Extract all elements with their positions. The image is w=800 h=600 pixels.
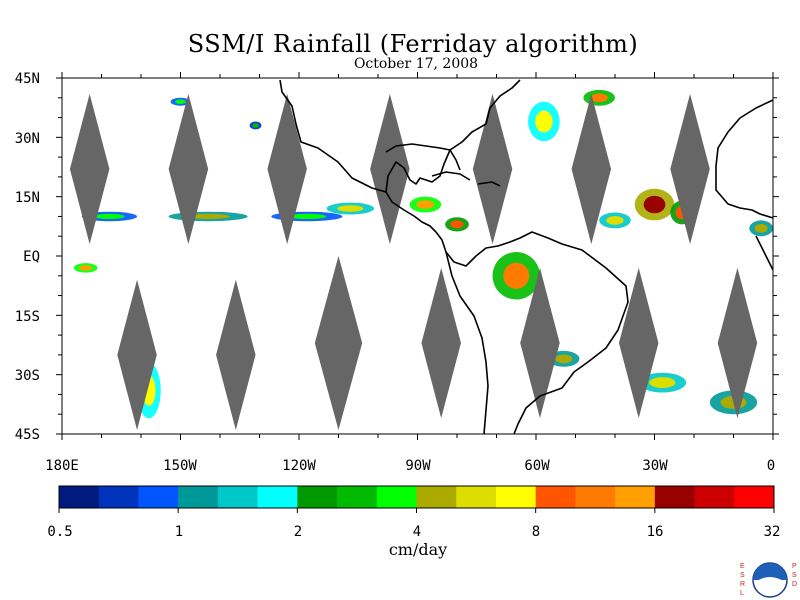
gulf-coast [385,143,451,153]
colorbar-swatch [615,486,656,508]
colorbar-swatch [535,486,576,508]
rain-patch-core [643,195,666,214]
lon-label-120w: 120W [282,458,316,474]
lat-label-45n: 45N [15,71,40,87]
florida [449,149,461,171]
colorbar-label-2: 2 [294,524,302,540]
no-data-swath-gap [472,93,513,245]
hispaniola [477,181,501,187]
colorbar-swatch [734,486,775,508]
coastlines [279,79,773,434]
rain-patch-core [287,213,327,220]
svg-text:E: E [740,563,745,570]
colorbar-swatch [694,486,735,508]
lon-label-90w: 90W [405,458,431,474]
rain-patch-core [754,223,768,233]
svg-text:R: R [740,581,745,588]
lat-label-30n: 30N [15,131,40,147]
north-america-coast [279,79,521,193]
colorbar-units: cm/day [388,540,448,559]
chart-title: SSM/I Rainfall (Ferriday algorithm) [187,30,639,58]
lat-label-45s: 45S [15,427,40,443]
colorbar [58,485,775,513]
colorbar-label-4: 4 [413,524,421,540]
rain-patch-core [416,200,435,209]
colorbar-label-16: 16 [647,524,664,540]
cuba [431,171,471,181]
rain-patch-core [337,205,364,212]
svg-text:L: L [740,590,744,597]
no-data-swath-gap [168,93,209,245]
rain-patch-core [252,123,259,128]
map-area [69,79,773,434]
rain-patch-core [590,93,608,103]
colorbar-swatch [456,486,497,508]
lon-label-0: 0 [767,458,775,474]
central-america-coast [385,191,437,233]
colorbar-swatch [59,486,100,508]
rain-patch-core [175,99,186,104]
no-data-swath-gap [267,93,307,245]
colorbar-swatch [654,486,696,508]
svg-text:P: P [792,563,797,570]
rain-patch-core [94,213,125,220]
no-data-swath-gap [216,279,256,431]
africa-west-coast [715,99,773,219]
colorbar-swatch [178,486,219,508]
svg-text:D: D [792,581,797,588]
rain-patch-core [186,213,230,220]
colorbar-label-1: 1 [175,524,183,540]
rain-patch-core [554,354,573,364]
colorbar-swatch [138,486,179,508]
no-data-swath-gap [571,93,612,245]
no-data-swath-gap [421,267,461,419]
colorbar-swatch [575,486,616,508]
colorbar-label-8: 8 [532,524,540,540]
lat-label-eq: EQ [23,249,40,265]
colorbar-swatch [257,486,298,508]
rain-patch-core [450,220,464,229]
noaa-logo: E S R L P S D [740,562,797,598]
no-data-swath-gap [717,267,758,419]
colorbar-swatch [495,486,537,508]
no-data-swath-gap [618,267,659,419]
rain-patch-core [649,377,676,389]
colorbar-swatch [297,486,338,508]
longitude-labels: 180E 150W 120W 90W 60W 30W 0 [45,458,775,474]
no-data-swath-gap [520,267,560,419]
svg-text:S: S [740,572,745,579]
colorbar-tick-labels: 0.5 1 2 4 8 16 32 [47,524,780,540]
colorbar-swatch [98,486,139,508]
rain-patch-core [503,262,530,289]
africa-south-coast [755,235,773,271]
colorbar-swatch [337,486,378,508]
lat-label-30s: 30S [15,368,40,384]
lon-label-60w: 60W [524,458,550,474]
rain-patch-core [606,216,624,225]
latitude-labels: 45N 30N 15N EQ 15S 30S 45S [15,71,40,443]
rain-patch-core [79,265,93,271]
no-data-swath-gap [670,93,710,245]
lat-label-15s: 15S [15,309,40,325]
no-data-swath-gap [69,93,110,245]
lat-label-15n: 15N [15,190,40,206]
south-america-west-coast [445,251,489,434]
colorbar-swatch [416,486,457,508]
colorbar-label-0.5: 0.5 [47,524,72,540]
svg-text:S: S [792,572,797,579]
south-america-coast [435,231,629,434]
rain-patch-core [535,110,553,133]
colorbar-swatch [376,486,417,508]
chart-date: October 17, 2008 [353,56,479,72]
no-data-swath-gap [314,256,363,431]
lon-label-150w: 150W [163,458,197,474]
colorbar-swatch [217,486,259,508]
lon-label-180e: 180E [45,458,79,474]
colorbar-label-32: 32 [764,524,781,540]
lon-label-30w: 30W [642,458,668,474]
no-data-swath-gap [117,279,157,431]
